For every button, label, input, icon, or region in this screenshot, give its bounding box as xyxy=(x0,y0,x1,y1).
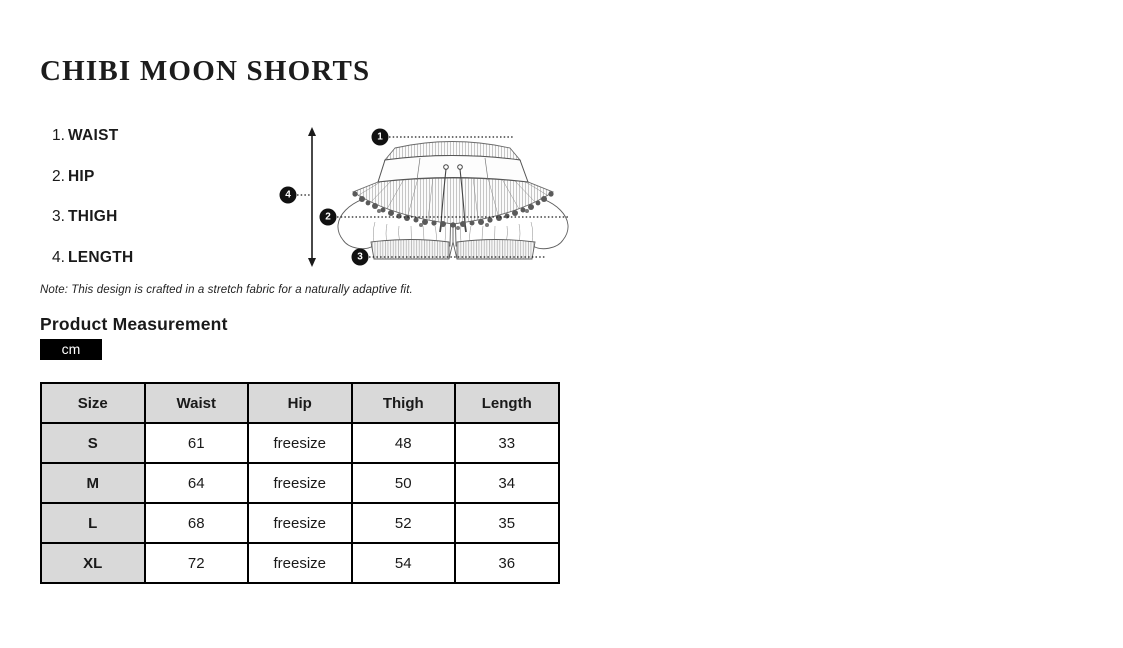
size-cell: M xyxy=(40,462,146,504)
list-label: WAIST xyxy=(67,127,119,144)
list-label: LENGTH xyxy=(67,249,134,267)
page-title: CHIBI MOON SHORTS xyxy=(40,55,371,87)
measurement-list: 1. WAIST 2. HIP 3. THIGH 4. LENGTH xyxy=(52,128,133,291)
size-cell: XL xyxy=(40,542,146,584)
eyelet-left xyxy=(443,164,449,170)
skirt-flare-lines xyxy=(358,176,548,220)
shorts-measurement-diagram: 1 2 3 4 xyxy=(279,127,569,267)
size-cell: L xyxy=(40,502,146,544)
size-table-header: Size Waist Hip Thigh Length xyxy=(40,382,560,424)
column-header-size: Size xyxy=(40,382,146,424)
column-header-length: Length xyxy=(454,382,560,424)
waist-cell: 64 xyxy=(143,462,249,504)
list-number: 3. xyxy=(52,208,65,226)
measurement-list-item-length: 4. LENGTH xyxy=(52,250,133,291)
hip-cell: freesize xyxy=(247,462,353,504)
hip-cell: freesize xyxy=(247,542,353,584)
table-header-row: Size Waist Hip Thigh Length xyxy=(40,382,560,424)
marker-badge-hip: 2 xyxy=(319,208,337,226)
waist-cell: 68 xyxy=(143,502,249,544)
product-measurement-heading: Product Measurement xyxy=(40,314,228,334)
list-number: 4. xyxy=(52,249,65,267)
list-label: HIP xyxy=(67,167,95,185)
marker-badge-length: 4 xyxy=(279,186,297,204)
pompom-trim xyxy=(352,191,554,230)
thigh-cell: 50 xyxy=(350,462,456,504)
thigh-cell: 48 xyxy=(350,422,456,464)
column-header-thigh: Thigh xyxy=(350,382,456,424)
size-table: Size Waist Hip Thigh Length S 61 freesiz… xyxy=(40,382,560,584)
column-header-waist: Waist xyxy=(143,382,249,424)
marker-badge-label: 3 xyxy=(357,252,363,263)
marker-badge-thigh: 3 xyxy=(351,248,369,266)
ruffle-skirt xyxy=(352,177,554,225)
waistband xyxy=(377,155,529,233)
thigh-cell: 52 xyxy=(350,502,456,544)
arrow-up-icon xyxy=(308,127,316,136)
measure-guide-lines xyxy=(297,136,568,258)
column-header-hip: Hip xyxy=(247,382,353,424)
table-row-s: S 61 freesize 48 33 xyxy=(40,422,560,464)
waist-cell: 61 xyxy=(143,422,249,464)
marker-badge-waist: 1 xyxy=(371,128,389,146)
table-row-m: M 64 freesize 50 34 xyxy=(40,462,560,504)
fabric-note: Note: This design is crafted in a stretc… xyxy=(40,284,413,296)
drawstrings xyxy=(439,168,467,233)
marker-badge-label: 2 xyxy=(325,212,331,223)
length-cell: 36 xyxy=(454,542,560,584)
size-cell: S xyxy=(40,422,146,464)
measurement-list-item-hip: 2. HIP xyxy=(52,167,133,210)
waist-cell: 72 xyxy=(143,542,249,584)
marker-badge-label: 4 xyxy=(285,190,291,201)
table-row-xl: XL 72 freesize 54 36 xyxy=(40,542,560,584)
list-number: 2. xyxy=(52,167,65,185)
bloomer-cuffs xyxy=(370,222,536,260)
measurement-list-item-waist: 1. WAIST xyxy=(52,128,133,169)
table-row-l: L 68 freesize 52 35 xyxy=(40,502,560,544)
list-number: 1. xyxy=(52,127,65,144)
length-cell: 35 xyxy=(454,502,560,544)
measurement-list-item-thigh: 3. THIGH xyxy=(52,209,133,250)
hip-cell: freesize xyxy=(247,422,353,464)
length-cell: 34 xyxy=(454,462,560,504)
thigh-cell: 54 xyxy=(350,542,456,584)
length-cell: 33 xyxy=(454,422,560,464)
length-arrow xyxy=(308,127,316,267)
unit-badge: cm xyxy=(40,339,102,360)
arrow-down-icon xyxy=(308,258,316,267)
marker-badge-label: 1 xyxy=(377,132,383,143)
eyelet-right xyxy=(457,164,463,170)
hip-cell: freesize xyxy=(247,502,353,544)
list-label: THIGH xyxy=(67,208,118,226)
